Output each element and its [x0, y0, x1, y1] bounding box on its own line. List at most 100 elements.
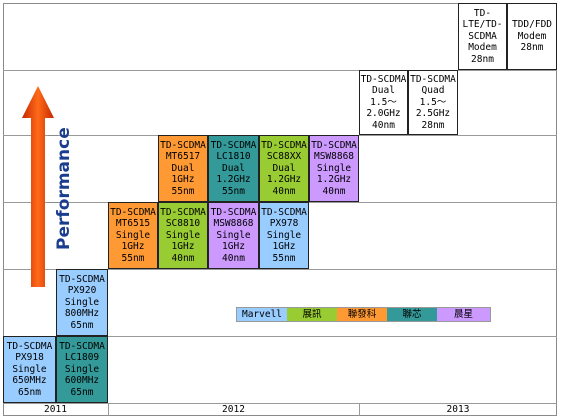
- chip-spec-line: MSW8868: [213, 218, 254, 230]
- chip-spec-line: TDD/FDD: [511, 19, 553, 31]
- chip-spec-line: 2.0GHz: [366, 108, 401, 120]
- year-divider: [359, 403, 360, 416]
- chip-spec-line: TD-SCDMA: [6, 340, 53, 352]
- chip-spec-line: 55nm: [121, 252, 145, 264]
- year-label-2011: 2011: [44, 404, 67, 415]
- chip-spec-line: LTE/TD-: [462, 19, 503, 31]
- chip-spec-line: 1.2GHz: [316, 174, 352, 186]
- chip-tdd-fdd-modem: TDD/FDD Modem 28nm: [507, 3, 557, 70]
- legend-item-leadcore: 聯芯: [387, 308, 437, 321]
- legend-item-marvell: Marvell: [237, 308, 287, 321]
- chip-td-scdma-dual: TD-SCDMA Dual 1.5～ 2.0GHz 40nm: [359, 70, 408, 135]
- chip-spec-line: 1GHz: [272, 241, 296, 253]
- chip-spec-line: Single: [316, 162, 352, 174]
- year-label-2012: 2012: [222, 404, 245, 415]
- chip-msw8868-single-1-2ghz: TD-SCDMA MSW8868 Single 1.2GHz 40nm: [309, 135, 359, 202]
- chip-spec-line: TD-SCDMA: [59, 340, 105, 352]
- chip-spec-line: TD-SCDMA: [410, 73, 456, 85]
- chip-spec-line: TD-SCDMA: [59, 273, 105, 285]
- chip-spec-line: 1GHz: [121, 241, 145, 253]
- chip-mt6515: TD-SCDMA MT6515 Single 1GHz 55nm: [108, 202, 158, 269]
- chip-spec-line: 1.5～: [419, 96, 447, 108]
- chip-spec-line: TD-SCDMA: [311, 139, 357, 151]
- chip-lc1809: TD-SCDMA LC1809 Single 600MHz 65nm: [56, 336, 108, 403]
- chip-spec-line: Single: [216, 229, 251, 241]
- chip-spec-line: SC88XX: [266, 151, 302, 163]
- chip-spec-line: 800MHz: [64, 308, 100, 320]
- chip-mt6517: TD-SCDMA MT6517 Dual 1GHz 55nm: [158, 135, 208, 202]
- grid-line: [3, 269, 557, 270]
- grid-line: [3, 336, 557, 337]
- chip-spec-line: 40nm: [372, 119, 395, 131]
- chip-lte-td-scdma-modem: TD- LTE/TD- SCDMA Modem 28nm: [458, 3, 507, 70]
- chip-spec-line: 1GHz: [222, 241, 245, 253]
- chip-spec-line: 65nm: [18, 386, 41, 398]
- diagram-frame: [3, 3, 557, 416]
- chip-spec-line: 2.5GHz: [415, 108, 451, 120]
- vendor-legend: Marvell 展訊 聯發科 聯芯 晨星: [236, 307, 491, 322]
- chip-spec-line: 40nm: [222, 252, 245, 264]
- chip-spec-line: 65nm: [70, 386, 94, 398]
- chip-spec-line: 40nm: [322, 185, 346, 197]
- chip-px978: TD-SCDMA PX978 Single 1GHz 55nm: [259, 202, 309, 269]
- chip-spec-line: Single: [12, 363, 47, 375]
- chip-spec-line: TD-SCDMA: [160, 206, 206, 218]
- chip-spec-line: Single: [64, 363, 100, 375]
- chip-spec-line: TD-SCDMA: [160, 139, 206, 151]
- chip-spec-line: 28nm: [471, 53, 494, 65]
- chip-spec-line: 650MHz: [12, 375, 47, 387]
- chip-spec-line: LC1809: [64, 352, 100, 364]
- chip-spec-line: Single: [266, 229, 302, 241]
- performance-arrow-icon: [22, 86, 54, 287]
- chip-spec-line: 40nm: [272, 185, 296, 197]
- chip-spec-line: Quad: [421, 85, 445, 97]
- chip-spec-line: TD-SCDMA: [210, 206, 257, 218]
- chip-sc88xx: TD-SCDMA SC88XX Dual 1.2GHz 40nm: [259, 135, 309, 202]
- chip-spec-line: Dual: [272, 162, 296, 174]
- year-label-2013: 2013: [446, 404, 470, 415]
- chip-spec-line: Modem: [468, 42, 497, 54]
- chip-spec-line: 1.2GHz: [266, 174, 302, 186]
- chip-spec-line: 600MHz: [64, 375, 100, 387]
- chip-spec-line: Single: [165, 229, 201, 241]
- legend-item-mstar: 晨星: [437, 308, 490, 321]
- performance-label: Performance: [54, 127, 74, 250]
- chip-spec-line: Dual: [171, 162, 195, 174]
- chip-spec-line: 1.2GHz: [216, 174, 251, 186]
- legend-item-spreadtrum: 展訊: [287, 308, 337, 321]
- chip-sc8810: TD-SCDMA SC8810 Single 1GHz 40nm: [158, 202, 208, 269]
- chip-spec-line: SCDMA: [468, 30, 497, 42]
- chip-spec-line: MT6517: [165, 151, 201, 163]
- tick-mark: [48, 202, 58, 203]
- chip-spec-line: Modem: [517, 30, 547, 42]
- chip-lc1810: TD-SCDMA LC1810 Dual 1.2GHz 55nm: [208, 135, 259, 202]
- chip-spec-line: LC1810: [216, 151, 251, 163]
- legend-item-mediatek: 聯發科: [337, 308, 387, 321]
- chip-spec-line: Single: [64, 296, 100, 308]
- chip-spec-line: PX918: [15, 352, 44, 364]
- chip-spec-line: 40nm: [171, 252, 195, 264]
- chip-spec-line: 1GHz: [171, 241, 195, 253]
- chip-spec-line: TD-SCDMA: [210, 139, 257, 151]
- chip-spec-line: SC8810: [165, 218, 201, 230]
- chip-spec-line: Single: [115, 229, 151, 241]
- chip-spec-line: PX920: [67, 285, 97, 297]
- year-divider: [108, 403, 109, 416]
- chip-spec-line: 1.5～: [370, 96, 397, 108]
- chip-spec-line: 28nm: [421, 119, 445, 131]
- chip-spec-line: Dual: [222, 162, 245, 174]
- chip-spec-line: PX978: [269, 218, 299, 230]
- chip-spec-line: TD-SCDMA: [360, 73, 407, 85]
- chip-spec-line: 65nm: [70, 319, 94, 331]
- chip-spec-line: TD-: [473, 7, 492, 19]
- chip-spec-line: TD-SCDMA: [110, 206, 156, 218]
- grid-line: [3, 70, 557, 71]
- tick-mark: [48, 135, 58, 136]
- chip-spec-line: 55nm: [272, 252, 296, 264]
- chip-msw8868-single-1ghz: TD-SCDMA MSW8868 Single 1GHz 40nm: [208, 202, 259, 269]
- chip-spec-line: 55nm: [171, 185, 195, 197]
- chip-spec-line: 1GHz: [171, 174, 195, 186]
- chip-spec-line: Dual: [372, 85, 395, 97]
- chip-spec-line: MT6515: [115, 218, 151, 230]
